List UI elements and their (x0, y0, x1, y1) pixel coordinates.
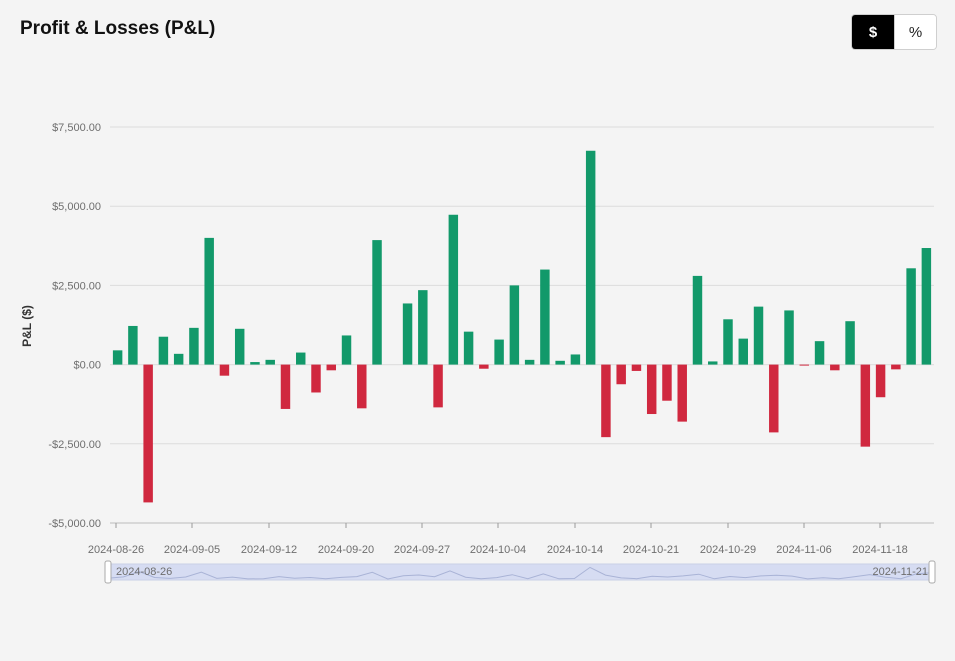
zoom-preview-line (107, 566, 933, 580)
x-tick-label: 2024-09-20 (318, 544, 374, 556)
y-axis-label: P&L ($) (20, 305, 34, 347)
bar[interactable] (585, 150, 596, 365)
unit-toggle: $ % (851, 14, 937, 50)
bar[interactable] (158, 336, 169, 365)
bar[interactable] (540, 269, 550, 365)
bar[interactable] (692, 275, 703, 365)
y-tick-label: -$5,000.00 (48, 518, 101, 530)
zoom-start-label: 2024-08-26 (116, 566, 172, 578)
bar[interactable] (234, 328, 245, 365)
bar[interactable] (830, 364, 840, 371)
bar[interactable] (173, 353, 184, 365)
bar[interactable] (296, 352, 306, 365)
percent-toggle-button[interactable]: % (894, 15, 936, 49)
x-tick-label: 2024-10-14 (547, 544, 603, 556)
bars (112, 150, 932, 503)
bar[interactable] (921, 248, 932, 365)
bar[interactable] (555, 360, 565, 365)
bar[interactable] (845, 321, 855, 365)
x-tick-label: 2024-11-18 (852, 544, 907, 556)
x-tick-label: 2024-10-04 (470, 544, 526, 556)
bar[interactable] (433, 364, 443, 408)
bar[interactable] (357, 364, 367, 409)
bar[interactable] (662, 364, 672, 401)
bar[interactable] (311, 364, 321, 393)
bar[interactable] (570, 354, 581, 365)
bar[interactable] (219, 364, 230, 376)
bar[interactable] (143, 364, 153, 503)
bar[interactable] (112, 350, 123, 365)
grid-lines (110, 126, 934, 524)
x-tick-label: 2024-11-06 (776, 544, 831, 556)
bar[interactable] (448, 214, 459, 365)
bar[interactable] (494, 339, 504, 365)
bar[interactable] (799, 364, 810, 366)
bar[interactable] (677, 364, 687, 422)
x-tick-label: 2024-08-26 (88, 544, 144, 556)
bar[interactable] (509, 285, 520, 365)
bar[interactable] (189, 327, 199, 365)
bar[interactable] (463, 331, 474, 365)
x-tick-label: 2024-09-27 (394, 544, 450, 556)
bar[interactable] (372, 240, 382, 365)
bar[interactable] (906, 268, 916, 365)
page-title: Profit & Losses (P&L) (20, 18, 216, 39)
y-tick-label: $5,000.00 (52, 201, 101, 213)
y-axis-ticks: $7,500.00 $5,000.00 $2,500.00 $0.00 -$2,500.… (48, 122, 101, 530)
bar[interactable] (250, 362, 260, 365)
bar[interactable] (479, 364, 489, 369)
x-axis: 2024-08-26 2024-09-05 2024-09-12 2024-09-20… (88, 523, 908, 556)
bar[interactable] (814, 341, 825, 365)
bar[interactable] (769, 364, 779, 433)
bar[interactable] (418, 290, 428, 365)
bar[interactable] (723, 319, 733, 365)
bar[interactable] (204, 237, 214, 365)
bar[interactable] (601, 364, 611, 438)
bar[interactable] (616, 364, 626, 385)
x-tick-label: 2024-10-29 (700, 544, 756, 556)
bar[interactable] (646, 364, 657, 415)
bar[interactable] (708, 361, 718, 365)
x-tick-label: 2024-10-21 (623, 544, 679, 556)
zoom-end-handle[interactable] (928, 560, 936, 584)
bar[interactable] (524, 359, 535, 365)
bar[interactable] (402, 303, 413, 365)
bar[interactable] (891, 364, 901, 370)
x-tick-label: 2024-09-12 (241, 544, 297, 556)
y-tick-label: $7,500.00 (52, 122, 101, 134)
bar[interactable] (128, 325, 138, 365)
y-tick-label: -$2,500.00 (48, 439, 101, 451)
bar[interactable] (341, 335, 352, 365)
zoom-end-label: 2024-11-21 (873, 566, 928, 578)
y-tick-label: $0.00 (73, 360, 101, 372)
bar[interactable] (784, 310, 794, 365)
bar[interactable] (631, 364, 642, 371)
bar[interactable] (265, 359, 275, 365)
dollar-toggle-button[interactable]: $ (852, 15, 894, 49)
bar[interactable] (753, 306, 764, 365)
bar[interactable] (280, 364, 291, 409)
bar[interactable] (738, 338, 748, 365)
x-tick-label: 2024-09-05 (164, 544, 220, 556)
bar[interactable] (875, 364, 886, 398)
y-tick-label: $2,500.00 (52, 280, 101, 292)
data-zoom-slider: 2024-08-26 2024-11-21 (104, 560, 936, 584)
bar[interactable] (326, 364, 336, 371)
zoom-start-handle[interactable] (104, 560, 112, 584)
bar[interactable] (860, 364, 871, 447)
